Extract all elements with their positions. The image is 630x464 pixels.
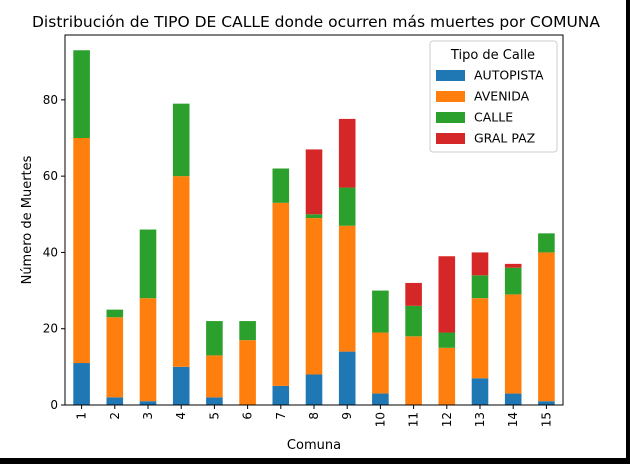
bar-calle-comuna-11 bbox=[405, 305, 422, 337]
legend-swatch-autopista bbox=[436, 70, 465, 81]
bar-gral-paz-comuna-8 bbox=[305, 149, 323, 215]
bar-calle-comuna-3 bbox=[139, 229, 157, 299]
x-tick-label: 6 bbox=[241, 412, 255, 420]
bar-autopista-comuna-13 bbox=[471, 378, 489, 405]
y-tick-label: 40 bbox=[43, 245, 58, 259]
bars-layer bbox=[73, 50, 555, 405]
legend-items: AUTOPISTA AVENIDA CALLE GRAL PAZ bbox=[436, 68, 544, 146]
bar-calle-comuna-8 bbox=[305, 214, 323, 219]
x-tick-label: 3 bbox=[141, 412, 155, 420]
bar-gral-paz-comuna-11 bbox=[405, 282, 422, 306]
x-tick-label: 15 bbox=[539, 412, 553, 427]
legend-label: CALLE bbox=[474, 110, 513, 125]
bar-autopista-comuna-15 bbox=[538, 401, 555, 405]
plot-frame bbox=[64, 34, 564, 406]
x-tick-label: 11 bbox=[407, 412, 421, 427]
bar-calle-comuna-14 bbox=[504, 267, 522, 295]
bar-autopista-comuna-7 bbox=[272, 385, 290, 405]
legend-label: GRAL PAZ bbox=[474, 131, 535, 146]
bar-autopista-comuna-1 bbox=[73, 363, 90, 405]
bar-gral-paz-comuna-9 bbox=[338, 118, 356, 188]
bar-avenida-comuna-2 bbox=[106, 317, 124, 398]
y-tick-label: 60 bbox=[43, 169, 58, 183]
legend-title: Tipo de Calle bbox=[450, 48, 535, 63]
y-tick-label: 20 bbox=[43, 322, 58, 336]
bar-autopista-comuna-14 bbox=[504, 393, 522, 405]
bar-calle-comuna-2 bbox=[106, 309, 124, 318]
x-tick-label: 1 bbox=[75, 412, 89, 420]
bar-gral-paz-comuna-14 bbox=[504, 263, 522, 268]
x-tick-label: 4 bbox=[174, 412, 188, 420]
legend-swatch-gral-paz bbox=[436, 133, 465, 144]
bar-avenida-comuna-8 bbox=[305, 218, 323, 375]
x-tick-label: 7 bbox=[274, 412, 288, 420]
bar-autopista-comuna-4 bbox=[172, 366, 190, 405]
bar-avenida-comuna-9 bbox=[338, 225, 356, 352]
bar-avenida-comuna-11 bbox=[405, 336, 422, 405]
bar-autopista-comuna-9 bbox=[338, 351, 356, 405]
y-axis-label: Número de Muertes bbox=[20, 155, 35, 284]
legend-swatch-avenida bbox=[436, 91, 465, 102]
x-tick-label: 14 bbox=[506, 412, 520, 427]
chart-title: Distribución de TIPO DE CALLE donde ocur… bbox=[32, 13, 600, 31]
x-tick-label: 12 bbox=[440, 412, 454, 427]
legend-label: AVENIDA bbox=[474, 89, 530, 104]
legend-swatch-calle bbox=[436, 112, 465, 123]
bar-avenida-comuna-13 bbox=[471, 298, 489, 379]
y-axis: 0 20 40 60 80 bbox=[43, 93, 65, 412]
bar-avenida-comuna-12 bbox=[438, 347, 456, 405]
bar-autopista-comuna-2 bbox=[106, 397, 124, 405]
bar-gral-paz-comuna-13 bbox=[471, 252, 489, 276]
bar-calle-comuna-6 bbox=[239, 321, 256, 341]
bar-avenida-comuna-10 bbox=[372, 332, 389, 394]
x-axis: 1 2 3 4 5 6 7 8 9 10 11 12 13 14 15 bbox=[75, 405, 553, 427]
bar-gral-paz-comuna-12 bbox=[438, 256, 456, 333]
bar-calle-comuna-10 bbox=[372, 290, 389, 333]
bar-avenida-comuna-5 bbox=[206, 355, 223, 398]
x-tick-label: 2 bbox=[108, 412, 122, 420]
bar-calle-comuna-4 bbox=[172, 103, 190, 177]
bar-autopista-comuna-3 bbox=[139, 401, 157, 405]
bar-avenida-comuna-7 bbox=[272, 202, 290, 386]
bar-avenida-comuna-3 bbox=[139, 298, 157, 402]
bar-calle-comuna-7 bbox=[272, 168, 290, 203]
bar-autopista-comuna-10 bbox=[372, 393, 389, 405]
bar-avenida-comuna-6 bbox=[239, 340, 256, 405]
bar-avenida-comuna-4 bbox=[172, 176, 190, 367]
x-tick-label: 13 bbox=[473, 412, 487, 427]
bar-calle-comuna-15 bbox=[538, 233, 555, 253]
y-tick-label: 80 bbox=[43, 93, 58, 107]
legend: Tipo de Calle AUTOPISTA AVENIDA CALLE GRAL … bbox=[429, 40, 558, 153]
x-tick-label: 10 bbox=[373, 412, 387, 427]
y-tick-label: 0 bbox=[50, 398, 58, 412]
x-tick-label: 5 bbox=[207, 412, 221, 420]
bar-calle-comuna-13 bbox=[471, 275, 489, 299]
bar-calle-comuna-5 bbox=[206, 321, 223, 356]
bar-avenida-comuna-15 bbox=[538, 252, 555, 402]
legend-label: AUTOPISTA bbox=[474, 68, 544, 83]
bar-autopista-comuna-8 bbox=[305, 374, 323, 405]
x-tick-label: 9 bbox=[340, 412, 354, 420]
bar-autopista-comuna-5 bbox=[206, 397, 223, 405]
bar-calle-comuna-1 bbox=[73, 50, 90, 138]
x-tick-label: 8 bbox=[307, 412, 321, 420]
legend-box bbox=[429, 40, 558, 153]
bar-avenida-comuna-14 bbox=[504, 294, 522, 394]
x-axis-label: Comuna bbox=[287, 438, 341, 453]
bar-calle-comuna-9 bbox=[338, 187, 356, 226]
bar-calle-comuna-12 bbox=[438, 332, 456, 348]
bar-avenida-comuna-1 bbox=[73, 137, 90, 364]
